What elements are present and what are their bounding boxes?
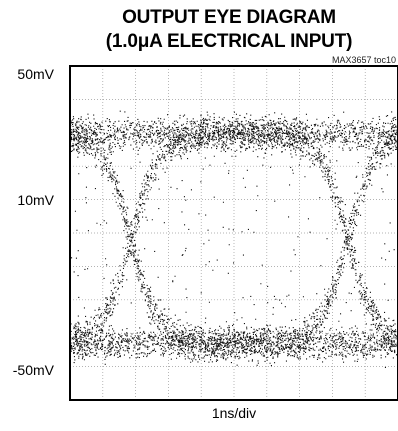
chart-title-line2: (1.0μA ELECTRICAL INPUT): [105, 31, 353, 52]
figure-annotation: MAX3657 toc10: [331, 55, 396, 65]
chart-title-line1: OUTPUT EYE DIAGRAM: [122, 7, 336, 28]
y-tick-label-mid: 10mV: [17, 192, 54, 208]
eye-trace: [70, 110, 398, 368]
grid: [70, 66, 398, 400]
y-tick-label-top: 50mV: [17, 66, 54, 82]
y-tick-label-bottom: -50mV: [12, 362, 54, 378]
x-axis-label: 1ns/div: [211, 405, 257, 421]
plot-frame: [69, 65, 398, 401]
eye-trace-points: [70, 110, 398, 368]
